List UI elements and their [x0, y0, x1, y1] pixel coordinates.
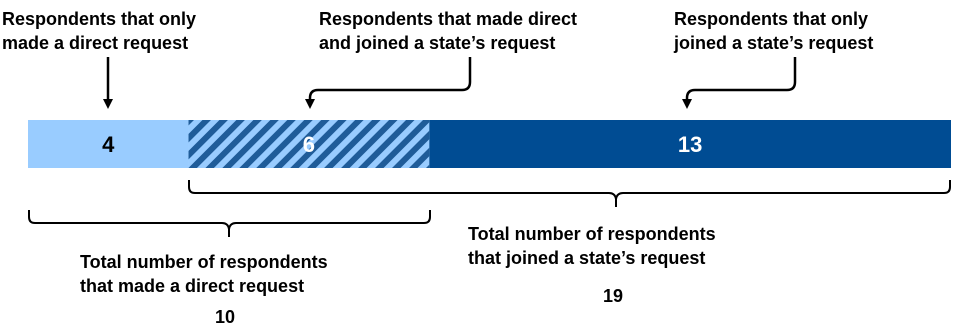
bar-segment-2 [188, 120, 430, 168]
bar-segment-1 [28, 120, 189, 168]
annotation-direct-only-line2: made a direct request [2, 33, 189, 53]
total-direct-label-line1: Total number of respondents [80, 252, 328, 272]
total-direct-value: 10 [214, 307, 236, 327]
annotation-direct-only: Respondents that only made a direct requ… [2, 7, 196, 55]
annotation-both-line2: and joined a state’s request [319, 33, 556, 53]
brace-state-total [188, 180, 951, 207]
annotation-state-only: Respondents that only joined a state’s r… [674, 7, 873, 55]
total-state-value: 19 [602, 286, 624, 306]
brace-direct-total [28, 210, 431, 237]
annotation-both: Respondents that made direct and joined … [319, 7, 577, 55]
annotation-state-only-line2: joined a state’s request [674, 33, 874, 53]
annotation-state-only-line1: Respondents that only [674, 9, 869, 29]
total-state-label-line2: that joined a state’s request [468, 248, 706, 268]
bar-value-label-2: 6 [303, 132, 315, 157]
total-direct-label: Total number of respondents that made a … [80, 250, 328, 298]
bar-value-label-1: 4 [102, 132, 115, 157]
bar-value-label-3: 13 [678, 132, 702, 157]
total-direct-label-line2: that made a direct request [80, 276, 305, 296]
bar-segment-3 [429, 120, 952, 168]
total-state-label-line1: Total number of respondents [468, 224, 716, 244]
annotation-direct-only-line1: Respondents that only [2, 9, 197, 29]
arrow-both [305, 57, 472, 109]
arrow-state-only [682, 57, 797, 109]
annotation-both-line1: Respondents that made direct [319, 9, 578, 29]
total-state-label: Total number of respondents that joined … [468, 222, 716, 270]
